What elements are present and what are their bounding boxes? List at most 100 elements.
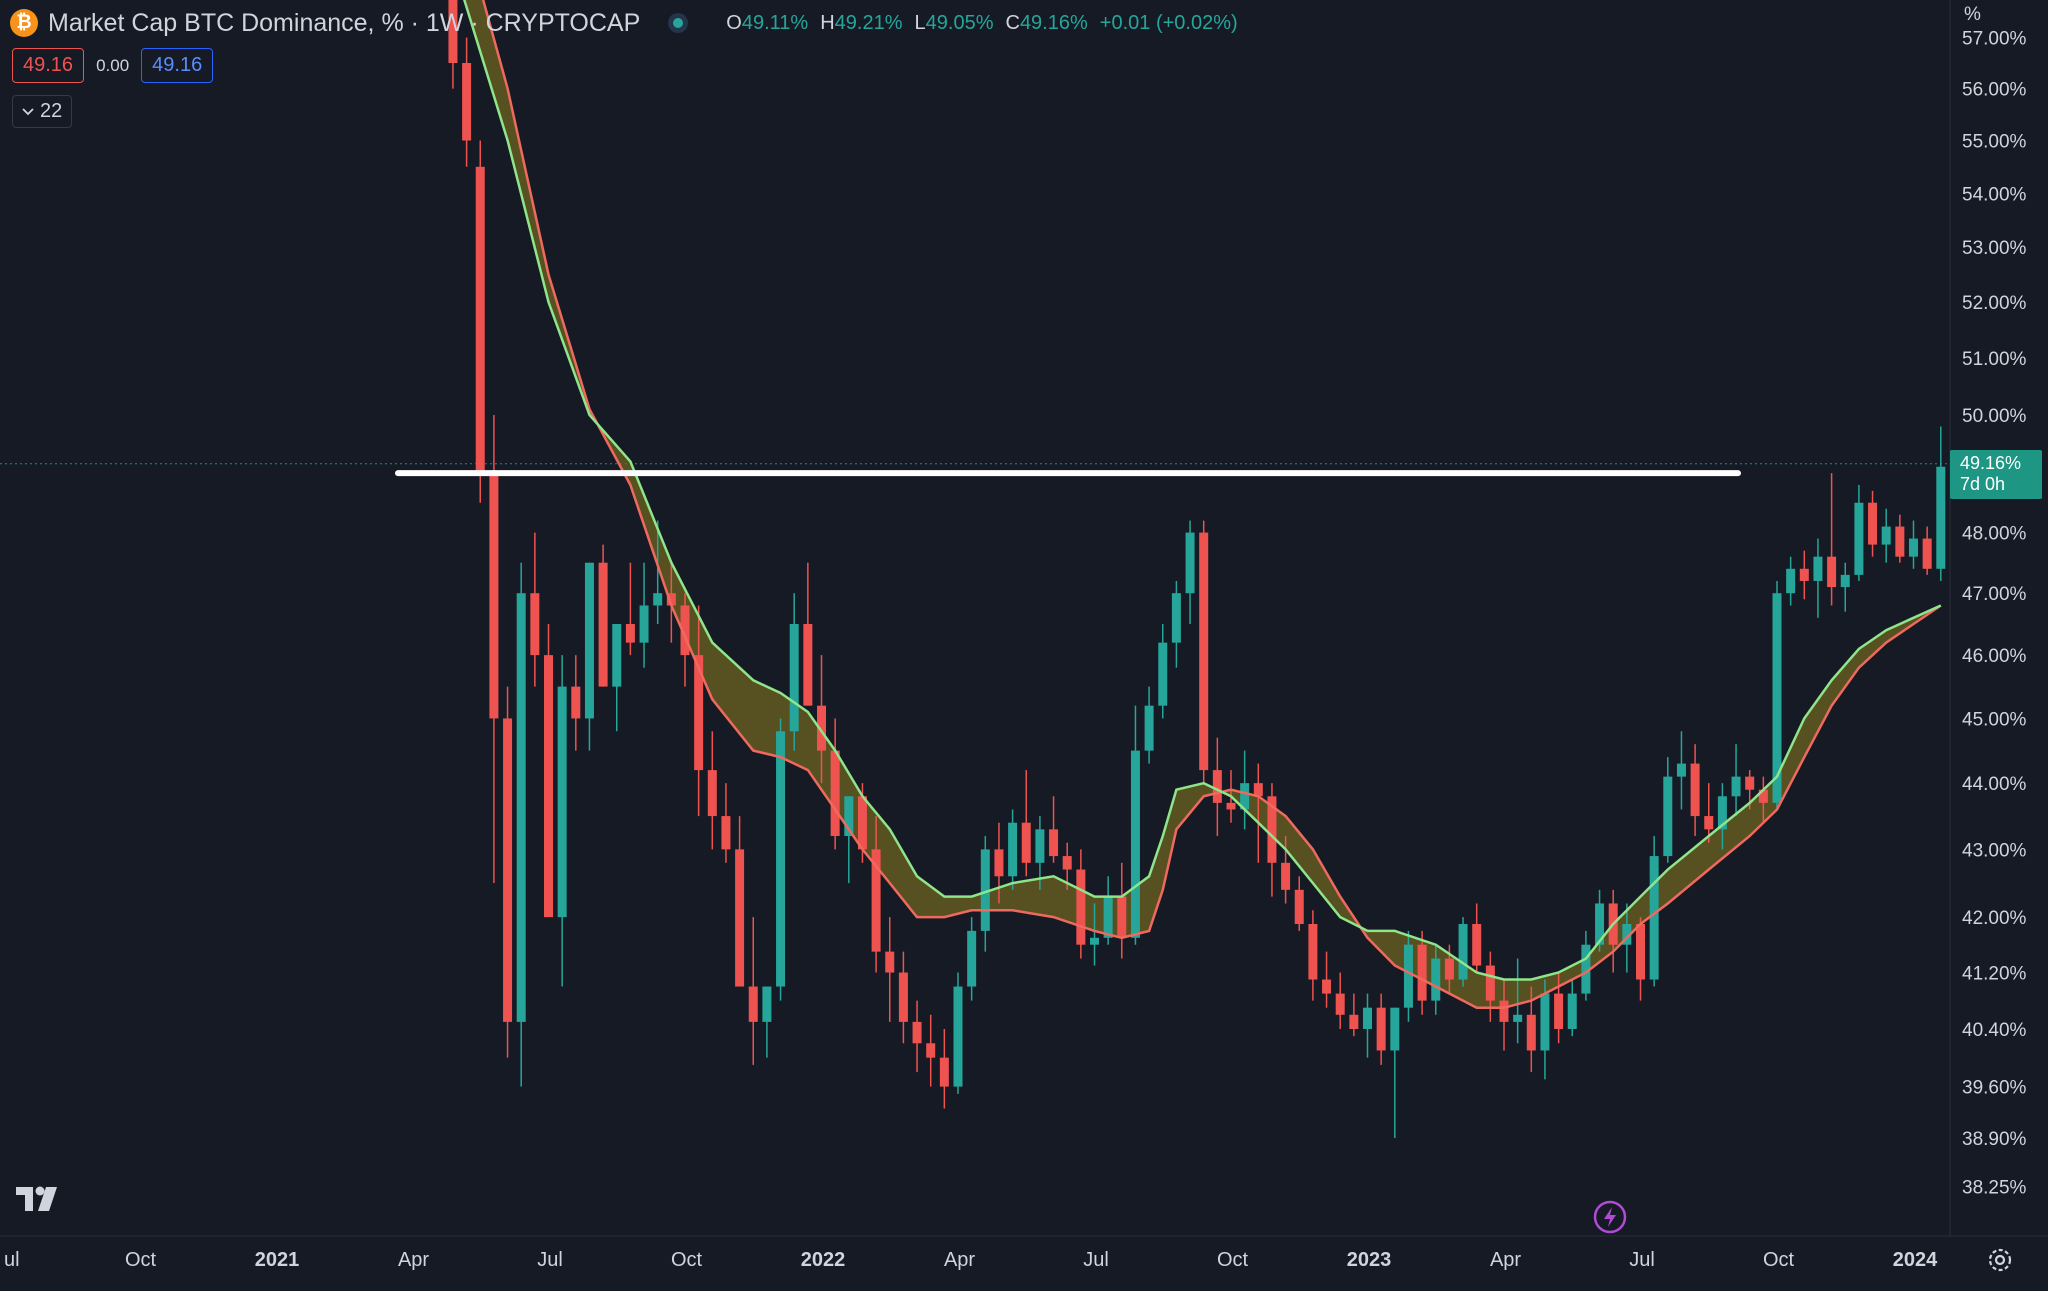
candle-body bbox=[1458, 924, 1468, 980]
candle-body bbox=[1267, 796, 1277, 863]
candle-body bbox=[1881, 526, 1891, 545]
candle-body bbox=[598, 562, 608, 687]
candle-body bbox=[707, 770, 717, 817]
buy-button[interactable]: 49.16 bbox=[141, 48, 214, 83]
candle-body bbox=[1554, 993, 1564, 1029]
candle-body bbox=[1799, 568, 1809, 581]
market-status-icon[interactable] bbox=[668, 13, 689, 33]
candle-body bbox=[694, 655, 704, 771]
price-tick-label: 38.25% bbox=[1962, 1177, 2027, 1198]
settings-icon[interactable] bbox=[1987, 1247, 2013, 1273]
candle-body bbox=[1772, 593, 1782, 803]
price-tick-label: 48.00% bbox=[1962, 524, 2027, 545]
time-tick-label: Jul bbox=[1629, 1249, 1655, 1271]
candle-body bbox=[1199, 532, 1209, 771]
candle-body bbox=[953, 986, 963, 1087]
lightning-icon[interactable] bbox=[1593, 1200, 1627, 1234]
candle-body bbox=[1403, 944, 1413, 1008]
ohlc-values: O49.11% H49.21% L49.05% C49.16% +0.01 (+… bbox=[726, 12, 1237, 35]
candle-body bbox=[544, 655, 553, 918]
candle-body bbox=[1363, 1007, 1372, 1029]
axis-unit-label: % bbox=[1964, 4, 1981, 25]
candle-body bbox=[1062, 856, 1072, 870]
time-tick-label: Oct bbox=[125, 1249, 157, 1271]
candle-body bbox=[1704, 816, 1714, 830]
time-tick-label: Apr bbox=[944, 1249, 975, 1271]
sell-button[interactable]: 49.16 bbox=[12, 48, 85, 83]
candle-body bbox=[1117, 896, 1127, 938]
spread-value: 0.00 bbox=[96, 55, 130, 75]
open-value: 49.11% bbox=[741, 11, 809, 34]
candle-body bbox=[1294, 889, 1304, 925]
candle-body bbox=[1008, 822, 1018, 877]
candle-body bbox=[1158, 642, 1168, 706]
symbol-title[interactable]: Market Cap BTC Dominance, % · 1W · CRYPT… bbox=[48, 8, 641, 37]
candle-body bbox=[1909, 538, 1918, 557]
price-tick-label: 54.00% bbox=[1962, 184, 2027, 205]
bar-countdown: 7d 0h bbox=[1960, 474, 2006, 494]
time-tick-label: 2022 bbox=[801, 1249, 846, 1271]
ema-slow-line bbox=[481, 0, 1942, 1009]
price-tick-label: 42.00% bbox=[1962, 908, 2027, 929]
low-label: L bbox=[914, 11, 926, 34]
candle-body bbox=[1308, 924, 1318, 980]
price-tick-label: 46.00% bbox=[1962, 646, 2027, 667]
price-tick-label: 50.00% bbox=[1962, 406, 2027, 427]
candle-body bbox=[939, 1057, 949, 1087]
candle-body bbox=[1322, 979, 1332, 994]
time-tick-label: Oct bbox=[1217, 1249, 1249, 1271]
candle-body bbox=[1526, 1014, 1536, 1051]
candle-body bbox=[1049, 829, 1059, 857]
candle-body bbox=[1758, 789, 1768, 803]
time-tick-label: 2024 bbox=[1893, 1249, 1938, 1271]
price-tick-label: 57.00% bbox=[1962, 29, 2027, 50]
price-tick-label: 55.00% bbox=[1962, 132, 2027, 153]
candle-body bbox=[1226, 802, 1236, 810]
candle-body bbox=[1253, 783, 1263, 797]
indicators-toggle-button[interactable]: 22 bbox=[12, 95, 73, 128]
candle-body bbox=[1349, 1014, 1359, 1029]
candle-body bbox=[748, 986, 758, 1022]
candle-body bbox=[1922, 538, 1932, 569]
price-tick-label: 39.60% bbox=[1962, 1078, 2027, 1099]
candle-body bbox=[1090, 937, 1099, 945]
candle-body bbox=[1622, 924, 1632, 945]
low-value: 49.05% bbox=[925, 11, 994, 34]
candle-body bbox=[803, 624, 813, 706]
price-tick-label: 51.00% bbox=[1962, 349, 2027, 370]
candle-body bbox=[898, 972, 908, 1022]
change-value: +0.01 (+0.02%) bbox=[1099, 11, 1238, 34]
indicators-count: 22 bbox=[40, 100, 63, 122]
candle-body bbox=[1021, 822, 1031, 863]
candle-body bbox=[1731, 776, 1741, 797]
price-tick-label: 45.00% bbox=[1962, 709, 2027, 730]
candle-body bbox=[503, 718, 513, 1022]
time-tick-label: 2023 bbox=[1347, 1249, 1392, 1271]
candle-body bbox=[1936, 466, 1946, 569]
last-price-value: 49.16% bbox=[1960, 453, 2022, 473]
candle-body bbox=[830, 750, 840, 837]
candle-body bbox=[1335, 993, 1345, 1015]
candle-body bbox=[625, 624, 635, 643]
candle-body bbox=[489, 473, 499, 719]
price-tick-label: 40.40% bbox=[1962, 1020, 2027, 1041]
close-label: C bbox=[1005, 11, 1020, 34]
candle-body bbox=[1485, 965, 1495, 1001]
candle-body bbox=[1676, 763, 1686, 777]
time-tick-label: Oct bbox=[1763, 1249, 1795, 1271]
candle-body bbox=[885, 951, 895, 973]
candle-body bbox=[1513, 1014, 1523, 1022]
candle-body bbox=[1499, 1000, 1509, 1022]
candle-body bbox=[557, 686, 567, 918]
candle-body bbox=[912, 1021, 922, 1044]
candle-body bbox=[1567, 993, 1577, 1029]
candle-body bbox=[462, 63, 472, 141]
tradingview-logo-icon[interactable] bbox=[16, 1186, 66, 1212]
price-tick-label: 44.00% bbox=[1962, 774, 2027, 795]
candle-body bbox=[857, 796, 867, 850]
time-tick-label: Jul bbox=[537, 1249, 563, 1271]
candle-body bbox=[1636, 924, 1645, 980]
candle-body bbox=[817, 705, 826, 751]
